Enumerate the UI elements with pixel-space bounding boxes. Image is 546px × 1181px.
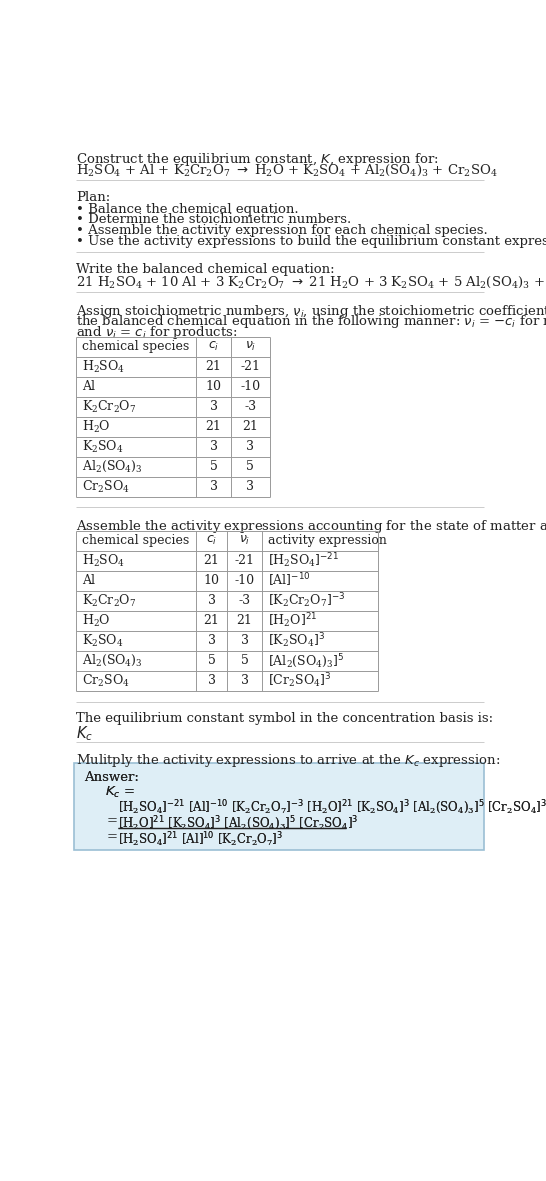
Text: $\mathregular{H_2O}$: $\mathregular{H_2O}$ <box>82 613 111 628</box>
Text: 3: 3 <box>207 594 216 607</box>
Text: $[\mathregular{H_2O}]^{21}$ $[\mathregular{K_2SO_4}]^3$ $[\mathregular{Al_2(SO_4: $[\mathregular{H_2O}]^{21}$ $[\mathregul… <box>118 814 358 831</box>
Text: $K_c$: $K_c$ <box>76 725 93 743</box>
Text: 3: 3 <box>210 400 217 413</box>
Text: • Assemble the activity expression for each chemical species.: • Assemble the activity expression for e… <box>76 224 488 237</box>
Text: $[\mathregular{H_2SO_4}]^{-21}$ $[\mathregular{Al}]^{-10}$ $[\mathregular{K_2Cr_: $[\mathregular{H_2SO_4}]^{-21}$ $[\mathr… <box>118 798 546 816</box>
Text: 10: 10 <box>205 380 222 393</box>
Text: $[\mathregular{K_2SO_4}]^3$: $[\mathregular{K_2SO_4}]^3$ <box>268 632 325 650</box>
Text: -10: -10 <box>240 380 260 393</box>
Text: chemical species: chemical species <box>82 534 189 547</box>
Text: $K_c$ =: $K_c$ = <box>105 784 135 800</box>
Text: $[\mathregular{H_2SO_4}]^{21}$ $[\mathregular{Al}]^{10}$ $[\mathregular{K_2Cr_2O: $[\mathregular{H_2SO_4}]^{21}$ $[\mathre… <box>118 830 283 849</box>
Text: Al: Al <box>82 380 95 393</box>
Text: Plan:: Plan: <box>76 191 110 204</box>
Text: $[\mathregular{Al_2(SO_4)_3}]^5$: $[\mathregular{Al_2(SO_4)_3}]^5$ <box>268 652 345 670</box>
Text: $\mathregular{H_2SO_4}$: $\mathregular{H_2SO_4}$ <box>82 553 126 568</box>
Text: • Use the activity expressions to build the equilibrium constant expression.: • Use the activity expressions to build … <box>76 235 546 248</box>
Text: 5: 5 <box>241 654 248 667</box>
Text: $\nu_i$: $\nu_i$ <box>245 340 256 353</box>
Text: $[\mathregular{H_2O}]^{21}$: $[\mathregular{H_2O}]^{21}$ <box>268 612 318 629</box>
Text: 3: 3 <box>207 674 216 687</box>
Text: 21: 21 <box>236 614 252 627</box>
Text: activity expression: activity expression <box>268 534 387 547</box>
Text: Assemble the activity expressions accounting for the state of matter and $\nu_i$: Assemble the activity expressions accoun… <box>76 518 546 535</box>
Text: $\mathregular{Cr_2SO_4}$: $\mathregular{Cr_2SO_4}$ <box>82 478 130 495</box>
Text: 3: 3 <box>246 481 254 494</box>
Text: Answer:: Answer: <box>84 771 139 784</box>
Text: $\mathregular{H_2SO_4}$ + Al + $\mathregular{K_2Cr_2O_7}$ $\rightarrow$ $\mathre: $\mathregular{H_2SO_4}$ + Al + $\mathreg… <box>76 163 498 178</box>
Text: 21: 21 <box>206 420 222 433</box>
Text: and $\nu_i$ = $c_i$ for products:: and $\nu_i$ = $c_i$ for products: <box>76 325 238 341</box>
Text: 3: 3 <box>241 634 248 647</box>
Text: Mulitply the activity expressions to arrive at the $K_c$ expression:: Mulitply the activity expressions to arr… <box>76 752 500 769</box>
Text: 3: 3 <box>241 674 248 687</box>
Text: the balanced chemical equation in the following manner: $\nu_i$ = $-c_i$ for rea: the balanced chemical equation in the fo… <box>76 313 546 331</box>
Text: -3: -3 <box>244 400 257 413</box>
Text: 10: 10 <box>204 574 219 587</box>
Text: 3: 3 <box>210 481 217 494</box>
Text: 3: 3 <box>207 634 216 647</box>
Text: =: = <box>107 815 118 828</box>
Text: $[\mathregular{H_2SO_4}]^{-21}$: $[\mathregular{H_2SO_4}]^{-21}$ <box>268 552 340 570</box>
Text: $\mathregular{K_2SO_4}$: $\mathregular{K_2SO_4}$ <box>82 438 124 455</box>
Text: $\nu_i$: $\nu_i$ <box>239 534 250 547</box>
Text: $\mathregular{Al_2(SO_4)_3}$: $\mathregular{Al_2(SO_4)_3}$ <box>82 459 143 475</box>
Text: • Determine the stoichiometric numbers.: • Determine the stoichiometric numbers. <box>76 214 351 227</box>
Text: chemical species: chemical species <box>82 340 189 353</box>
Text: 21: 21 <box>204 554 219 567</box>
Text: Answer:: Answer: <box>84 771 139 784</box>
Text: $[\mathregular{H_2SO_4}]^{21}$ $[\mathregular{Al}]^{10}$ $[\mathregular{K_2Cr_2O: $[\mathregular{H_2SO_4}]^{21}$ $[\mathre… <box>118 830 283 849</box>
Text: $\mathregular{K_2SO_4}$: $\mathregular{K_2SO_4}$ <box>82 633 124 648</box>
Text: $\mathregular{K_2Cr_2O_7}$: $\mathregular{K_2Cr_2O_7}$ <box>82 593 136 608</box>
Text: 3: 3 <box>246 441 254 454</box>
Text: -3: -3 <box>239 594 251 607</box>
Text: $[\mathregular{K_2Cr_2O_7}]^{-3}$: $[\mathregular{K_2Cr_2O_7}]^{-3}$ <box>268 592 346 611</box>
Text: $c_i$: $c_i$ <box>208 340 219 353</box>
Text: Write the balanced chemical equation:: Write the balanced chemical equation: <box>76 262 335 275</box>
Text: 21: 21 <box>204 614 219 627</box>
Text: -10: -10 <box>234 574 254 587</box>
Text: -21: -21 <box>240 360 260 373</box>
Text: $\mathregular{Cr_2SO_4}$: $\mathregular{Cr_2SO_4}$ <box>82 673 130 689</box>
Text: =: = <box>107 830 118 843</box>
Text: $\mathregular{K_2Cr_2O_7}$: $\mathregular{K_2Cr_2O_7}$ <box>82 398 136 415</box>
Text: 21 $\mathregular{H_2SO_4}$ + 10 Al + 3 $\mathregular{K_2Cr_2O_7}$ $\rightarrow$ : 21 $\mathregular{H_2SO_4}$ + 10 Al + 3 $… <box>76 275 546 291</box>
Text: The equilibrium constant symbol in the concentration basis is:: The equilibrium constant symbol in the c… <box>76 712 493 725</box>
Text: Al: Al <box>82 574 95 587</box>
Text: $K_c$ =: $K_c$ = <box>105 784 135 800</box>
FancyBboxPatch shape <box>74 763 484 850</box>
Text: 5: 5 <box>207 654 216 667</box>
Text: $[\mathregular{H_2SO_4}]^{-21}$ $[\mathregular{Al}]^{-10}$ $[\mathregular{K_2Cr_: $[\mathregular{H_2SO_4}]^{-21}$ $[\mathr… <box>118 798 546 816</box>
Text: 21: 21 <box>242 420 258 433</box>
Text: $[\mathregular{Al}]^{-10}$: $[\mathregular{Al}]^{-10}$ <box>268 572 311 589</box>
Text: • Balance the chemical equation.: • Balance the chemical equation. <box>76 203 299 216</box>
Text: Construct the equilibrium constant, $K$, expression for:: Construct the equilibrium constant, $K$,… <box>76 151 438 168</box>
Text: $[\mathregular{H_2O}]^{21}$ $[\mathregular{K_2SO_4}]^3$ $[\mathregular{Al_2(SO_4: $[\mathregular{H_2O}]^{21}$ $[\mathregul… <box>118 814 358 831</box>
Text: $\mathregular{H_2O}$: $\mathregular{H_2O}$ <box>82 418 111 435</box>
Text: 5: 5 <box>210 461 217 474</box>
Text: 21: 21 <box>206 360 222 373</box>
Text: $[\mathregular{Cr_2SO_4}]^3$: $[\mathregular{Cr_2SO_4}]^3$ <box>268 671 331 690</box>
Text: $\mathregular{H_2SO_4}$: $\mathregular{H_2SO_4}$ <box>82 359 126 374</box>
Text: $c_i$: $c_i$ <box>206 534 217 547</box>
Text: 3: 3 <box>210 441 217 454</box>
Text: 5: 5 <box>246 461 254 474</box>
Text: -21: -21 <box>235 554 254 567</box>
Text: Assign stoichiometric numbers, $\nu_i$, using the stoichiometric coefficients, $: Assign stoichiometric numbers, $\nu_i$, … <box>76 302 546 320</box>
Text: $\mathregular{Al_2(SO_4)_3}$: $\mathregular{Al_2(SO_4)_3}$ <box>82 653 143 668</box>
